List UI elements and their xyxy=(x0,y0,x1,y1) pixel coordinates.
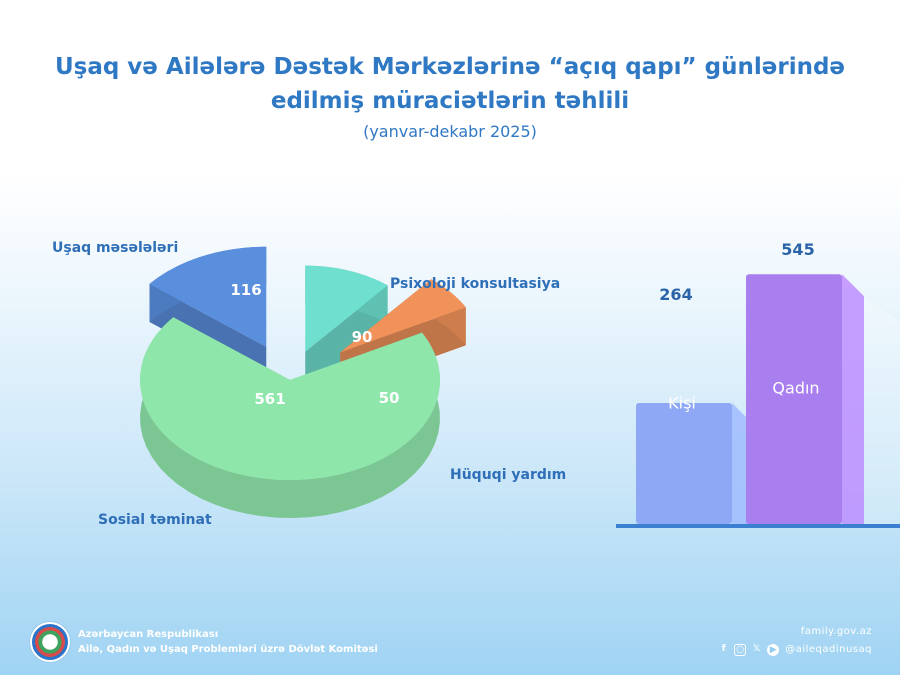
bar-chart xyxy=(616,274,900,528)
title-line-1: Uşaq və Ailələrə Dəstək Mərkəzlərinə “aç… xyxy=(54,54,846,80)
pie-slice-3 xyxy=(140,317,440,518)
pie-value-huquqi: 50 xyxy=(378,389,400,407)
bar-value-kisi: 264 xyxy=(659,285,693,304)
pie-slice-top xyxy=(305,265,388,352)
pie-slice-side xyxy=(140,317,440,518)
instagram-icon[interactable]: ○ xyxy=(734,643,747,656)
bar-category-qadin: Qadın xyxy=(772,378,820,398)
bar-1 xyxy=(746,274,900,524)
pie-value-usaq: 116 xyxy=(230,281,262,299)
bar-side xyxy=(842,274,864,524)
x-icon[interactable]: 𝕏 xyxy=(753,644,761,654)
youtube-icon[interactable]: ▶ xyxy=(767,643,780,656)
bar-value-qadin: 545 xyxy=(781,240,815,259)
pie-label-psixoloji: Psixoloji konsultasiya xyxy=(390,276,561,292)
pie-slice-top xyxy=(340,279,466,353)
social-handle[interactable]: @aileqadinusaq xyxy=(785,644,872,655)
pie-label-usaq: Uşaq məsələləri xyxy=(52,240,179,256)
org-line-1: Azərbaycan Respublikası xyxy=(78,629,219,640)
pie-slice-1 xyxy=(305,265,388,390)
pie-value-sosial: 561 xyxy=(254,390,286,408)
bar-front xyxy=(636,403,732,524)
pie-label-sosial: Sosial təminat xyxy=(98,512,212,528)
chart-title: Uşaq və Ailələrə Dəstək Mərkəzlərinə “aç… xyxy=(0,50,900,118)
footer-organization: Azərbaycan Respublikası Ailə, Qadın və U… xyxy=(30,622,378,662)
footer-contacts: family.gov.az f ○ 𝕏 ▶ @aileqadinusaq xyxy=(717,626,872,656)
bar-shadow xyxy=(864,296,900,524)
facebook-icon[interactable]: f xyxy=(721,644,726,654)
pie-slice-top xyxy=(149,246,267,347)
pie-value-psixoloji: 90 xyxy=(351,328,373,346)
pie-label-huquqi: Hüquqi yardım xyxy=(450,467,567,483)
bar-baseline xyxy=(616,524,900,528)
bar-front xyxy=(746,274,842,524)
bar-category-kisi: Kişi xyxy=(668,393,696,413)
title-line-2: edilmiş müraciətlərin təhlili xyxy=(270,88,630,114)
org-line-2: Ailə, Qadın və Uşaq Problemləri üzrə Döv… xyxy=(78,644,378,655)
pie-slice-top xyxy=(140,317,440,480)
chart-subtitle: (yanvar-dekabr 2025) xyxy=(363,122,537,141)
state-emblem-icon xyxy=(30,622,70,662)
website-link[interactable]: family.gov.az xyxy=(800,626,872,637)
